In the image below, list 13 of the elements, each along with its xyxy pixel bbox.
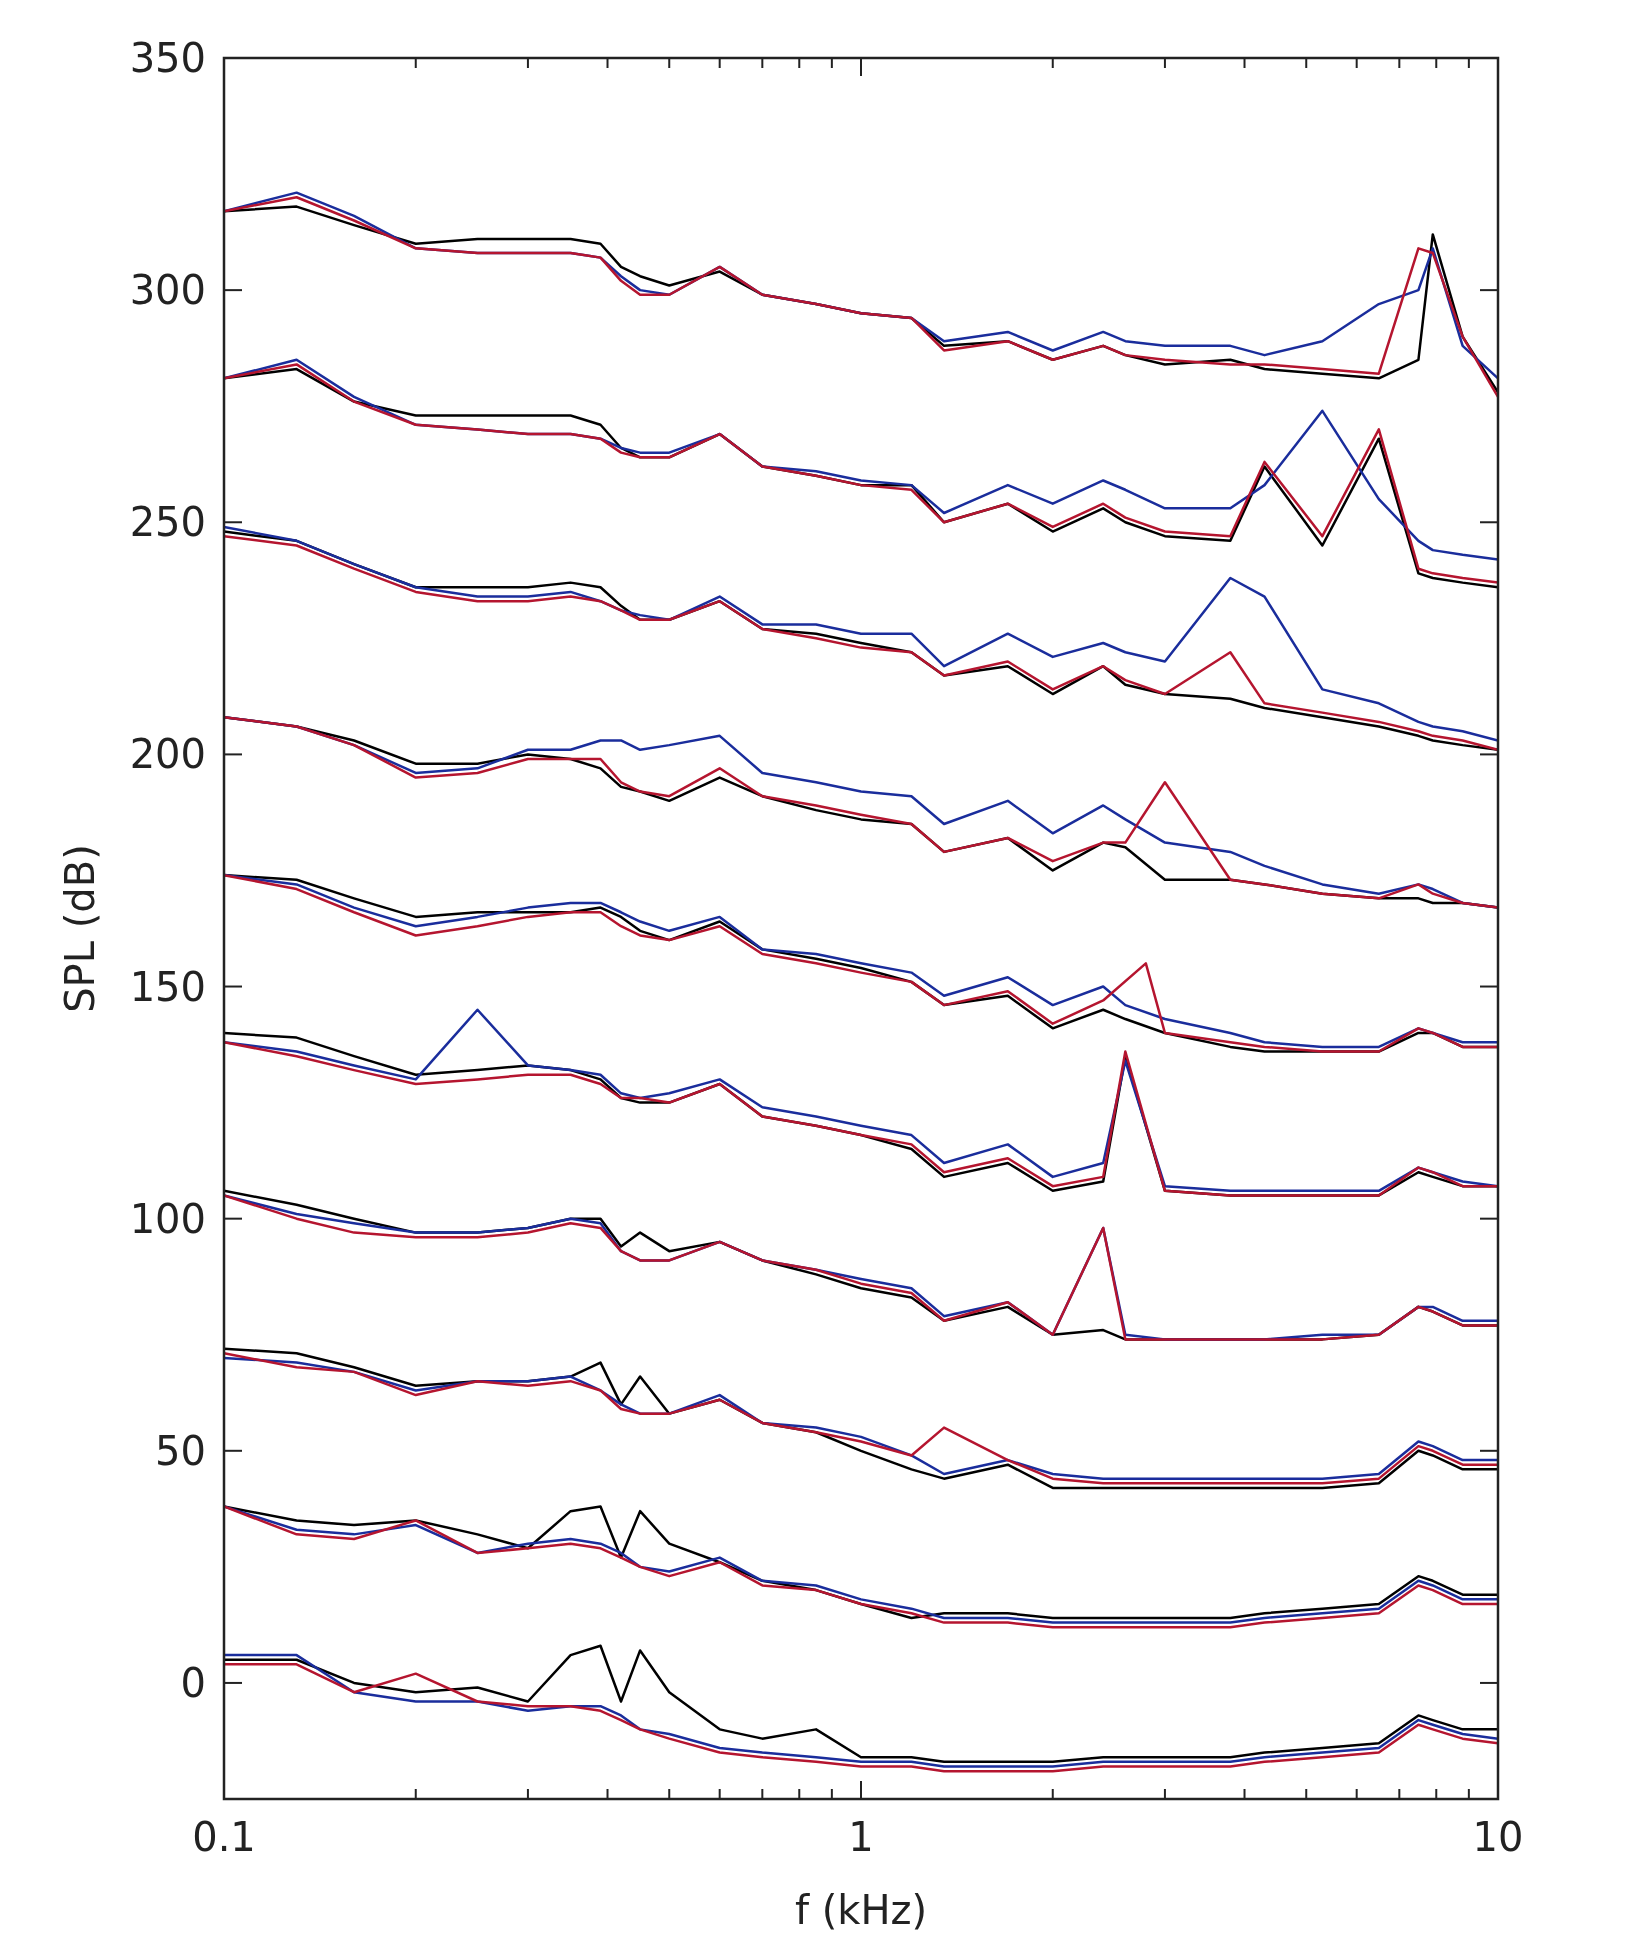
y-tick-label: 150 bbox=[129, 963, 206, 1010]
y-tick-label: 0 bbox=[180, 1659, 206, 1706]
y-tick-label: 250 bbox=[129, 499, 206, 546]
x-axis-title: f (kHz) bbox=[794, 1887, 928, 1933]
y-tick-label: 300 bbox=[129, 267, 206, 314]
y-axis-title: SPL (dB) bbox=[57, 844, 103, 1013]
y-tick-label: 100 bbox=[129, 1195, 206, 1242]
x-tick-label: 1 bbox=[848, 1814, 874, 1860]
y-tick-label: 50 bbox=[155, 1427, 206, 1474]
y-tick-label: 200 bbox=[129, 731, 206, 778]
x-tick-label: 0.1 bbox=[192, 1814, 256, 1860]
x-tick-label: 10 bbox=[1472, 1814, 1524, 1860]
y-tick-label: 350 bbox=[129, 35, 206, 81]
